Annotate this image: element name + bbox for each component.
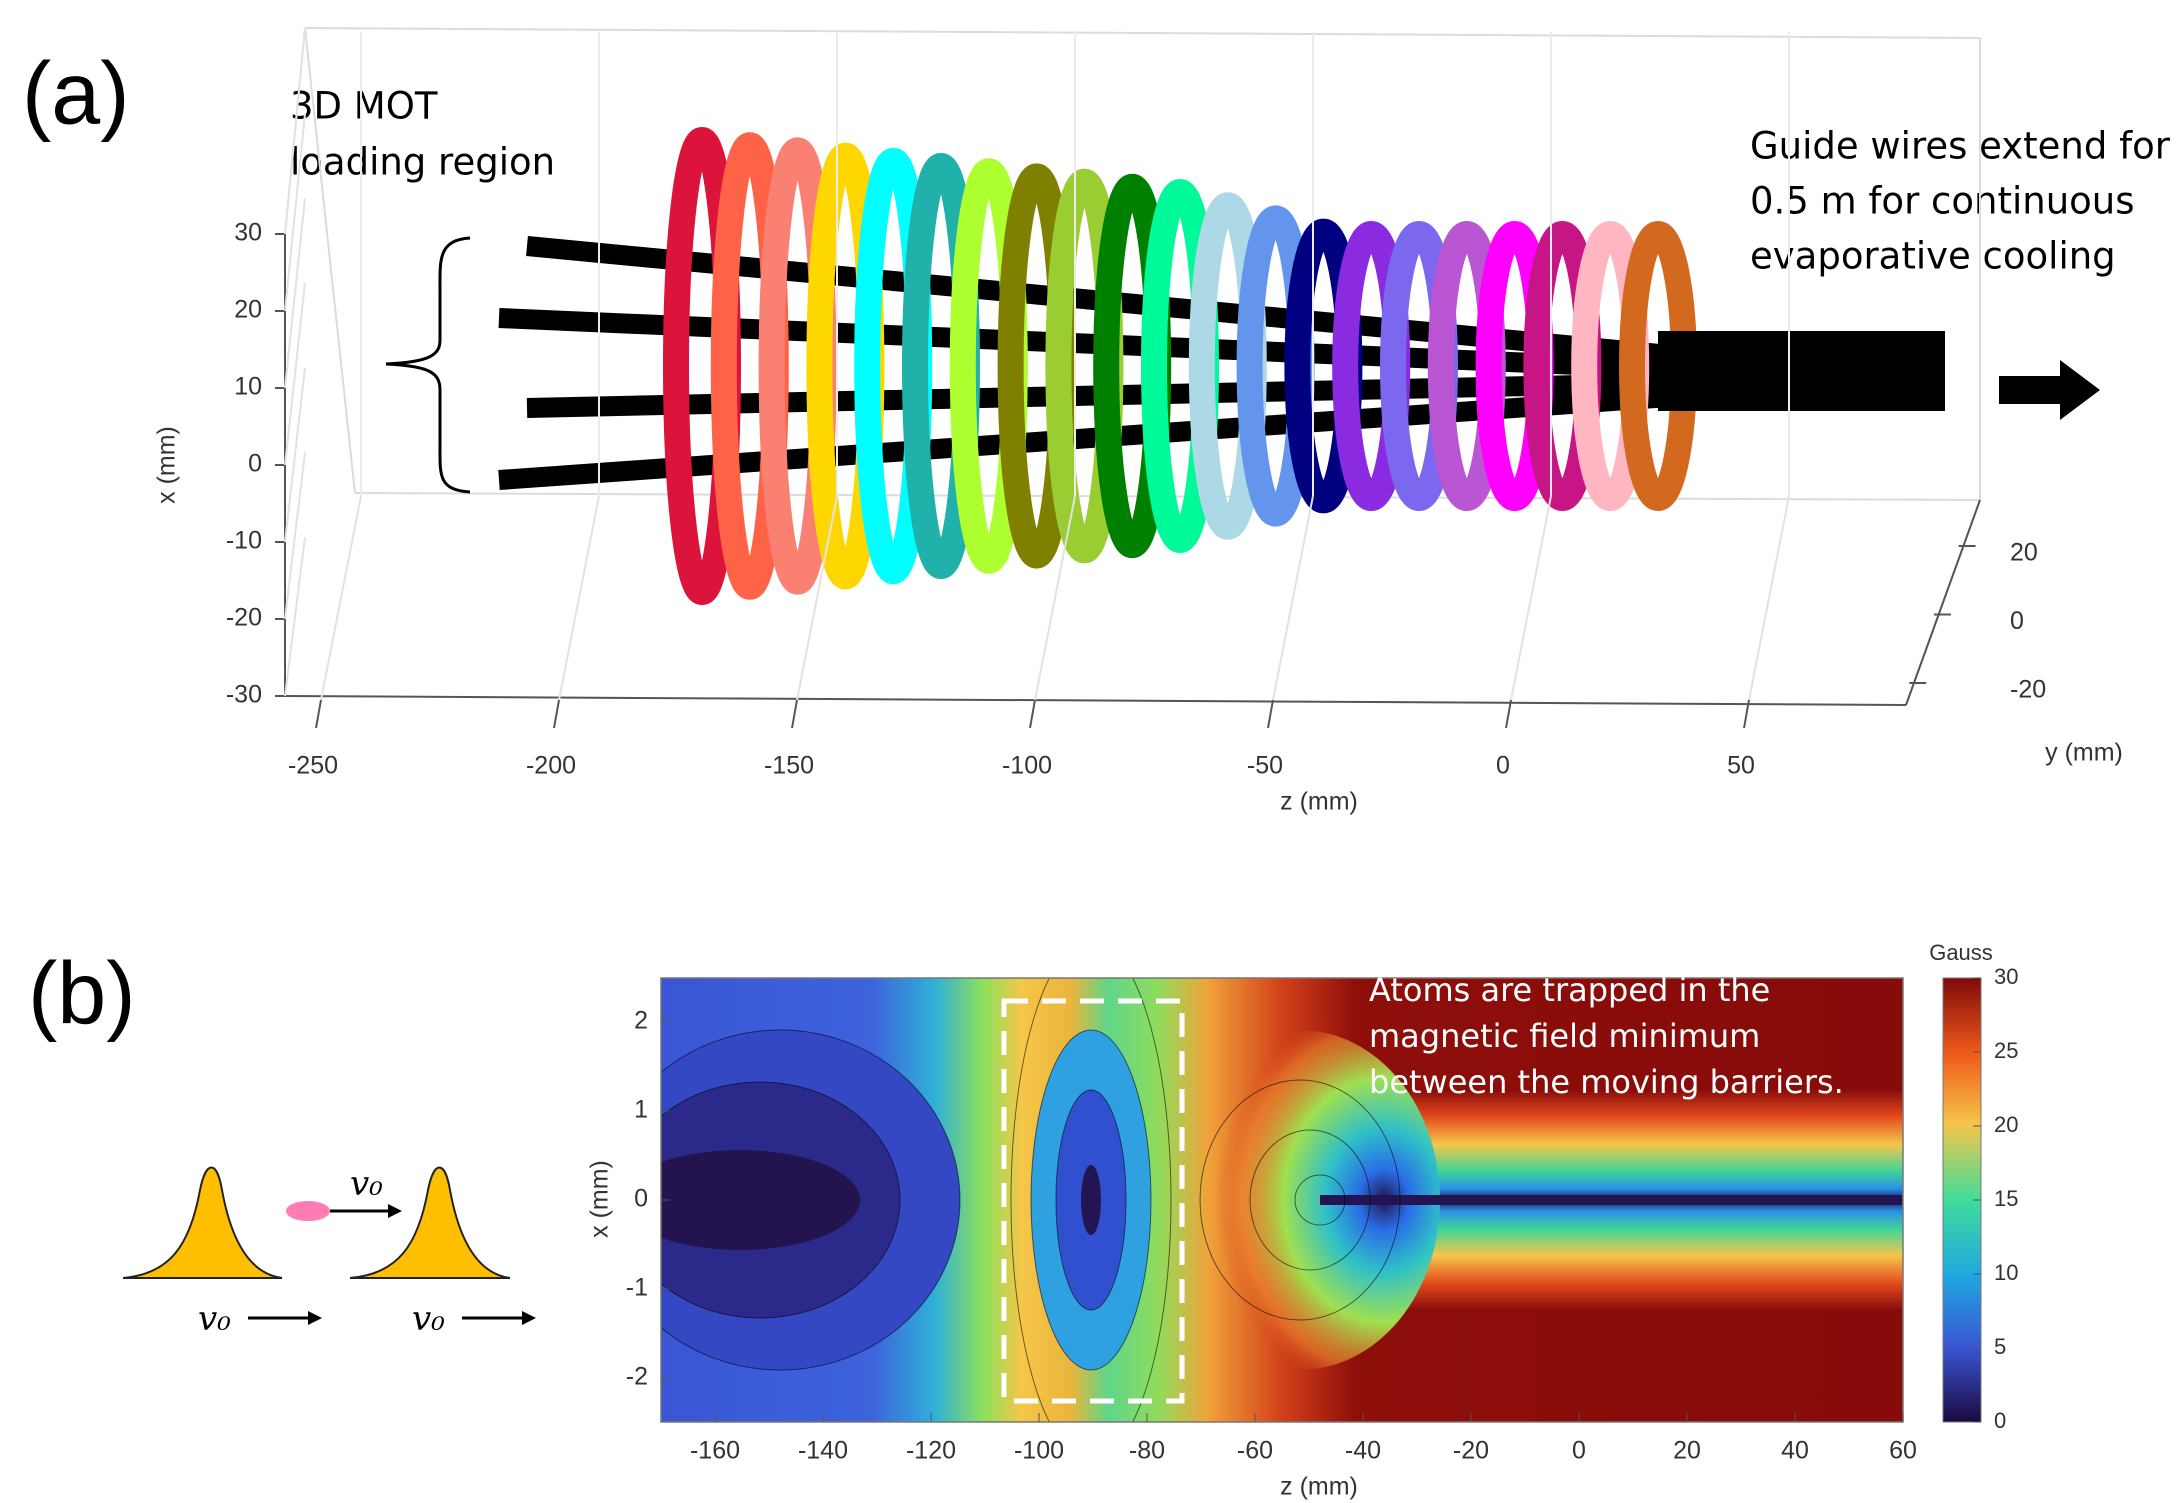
- arrow: [1999, 360, 2100, 420]
- tick-label: 10: [234, 373, 262, 401]
- tick-label: -160: [690, 1437, 740, 1465]
- axis-label: z (mm): [1280, 1473, 1358, 1501]
- axis-line: [284, 695, 1907, 706]
- annotation: Guide wires extend for: [1750, 125, 2171, 168]
- atom-cloud: [286, 1201, 330, 1221]
- grid-line: [558, 495, 600, 701]
- tick-label: 10: [1994, 1260, 2018, 1285]
- grid-line: [284, 198, 306, 389]
- tick-label: 20: [2010, 539, 2038, 567]
- tick-label: -50: [1247, 752, 1283, 780]
- guide-wire-bundle: [1658, 331, 1945, 411]
- guide-wire: [498, 387, 1671, 490]
- tick-label: 25: [1994, 1038, 2018, 1063]
- annotation: magnetic field minimum: [1369, 1017, 1760, 1055]
- tick-mark: [1029, 699, 1036, 729]
- grid-line: [284, 367, 306, 543]
- tick-label: 2: [634, 1007, 648, 1035]
- axis-label: y (mm): [2045, 739, 2123, 767]
- tick-label: 60: [1889, 1437, 1917, 1465]
- tick-label: -20: [2010, 676, 2046, 704]
- tick-label: 15: [1994, 1186, 2018, 1211]
- arrow-head: [388, 1204, 402, 1218]
- tick-label: -140: [798, 1437, 848, 1465]
- tick-label: -40: [1345, 1437, 1381, 1465]
- annotation: Atoms are trapped in the: [1369, 971, 1770, 1009]
- tick-label: -2: [626, 1363, 648, 1391]
- grid-line: [1272, 495, 1314, 701]
- potential-barrier: [349, 1166, 511, 1279]
- tick-mark: [791, 699, 798, 729]
- grid-line: [284, 452, 306, 620]
- colorbar-label: Gauss: [1929, 940, 1993, 965]
- tick-label: 30: [234, 219, 262, 247]
- tick-label: 1: [634, 1096, 648, 1124]
- guide-wire: [498, 308, 1671, 379]
- tick-mark: [553, 699, 560, 729]
- tick-label: 40: [1781, 1437, 1809, 1465]
- annotation: loading region: [290, 141, 555, 184]
- grid-line: [284, 282, 306, 466]
- tick-label: -20: [1453, 1437, 1489, 1465]
- tick-mark: [1505, 699, 1512, 729]
- grid-line: [796, 495, 838, 701]
- tick-label: -150: [764, 752, 814, 780]
- velocity-label: v₀: [198, 1299, 231, 1339]
- tick-label: 20: [234, 296, 262, 324]
- contour-lines: [661, 978, 1401, 1422]
- axis-label: z (mm): [1280, 788, 1358, 816]
- arrow-head: [522, 1311, 536, 1325]
- tick-label: 0: [1572, 1437, 1586, 1465]
- grid-line: [320, 495, 362, 701]
- axis-label: x (mm): [153, 426, 181, 504]
- annotation: evaporative cooling: [1750, 235, 2116, 278]
- axis-line: [1905, 499, 1981, 706]
- tick-label: -30: [226, 681, 262, 709]
- tick-mark: [1743, 699, 1750, 729]
- arrow-head: [308, 1311, 322, 1325]
- tick-label: -1: [626, 1274, 648, 1302]
- tick-mark: [1267, 699, 1274, 729]
- axis-label: x (mm): [586, 1160, 614, 1238]
- tick-mark: [315, 699, 322, 729]
- tick-label: 0: [2010, 607, 2024, 635]
- tick-label: 20: [1994, 1112, 2018, 1137]
- tick-label: -10: [226, 527, 262, 555]
- velocity-label: v₀: [350, 1164, 383, 1204]
- tick-label: 30: [1994, 964, 2018, 989]
- tick-label: -100: [1014, 1437, 1064, 1465]
- grid-line: [1034, 495, 1076, 701]
- highlight-box: [1001, 998, 1185, 1404]
- tick-label: 0: [1994, 1408, 2006, 1433]
- tick-label: -100: [1002, 752, 1052, 780]
- annotation: 0.5 m for continuous: [1750, 180, 2135, 223]
- tick-label: -120: [906, 1437, 956, 1465]
- panel-label: (a): [22, 43, 130, 142]
- coils: [663, 127, 1697, 605]
- tick-label: 5: [1994, 1334, 2006, 1359]
- grid-line: [284, 537, 306, 697]
- tick-label: 50: [1727, 752, 1755, 780]
- tick-label: -60: [1237, 1437, 1273, 1465]
- annotation: between the moving barriers.: [1369, 1063, 1844, 1101]
- tick-label: -20: [226, 604, 262, 632]
- grid-line: [1748, 495, 1790, 701]
- grid-line: [284, 28, 306, 235]
- tick-label: 20: [1673, 1437, 1701, 1465]
- potential-barrier: [122, 1166, 283, 1279]
- tick-label: 0: [248, 450, 262, 478]
- tick-label: -250: [288, 752, 338, 780]
- tick-label: -200: [526, 752, 576, 780]
- tick-label: 0: [1496, 752, 1510, 780]
- velocity-label: v₀: [412, 1299, 445, 1339]
- grid-line: [284, 113, 306, 312]
- brace: [385, 236, 471, 494]
- tick-label: 0: [634, 1185, 648, 1213]
- panel-label: (b): [28, 943, 136, 1042]
- grid-line: [1510, 495, 1552, 701]
- tick-label: -80: [1129, 1437, 1165, 1465]
